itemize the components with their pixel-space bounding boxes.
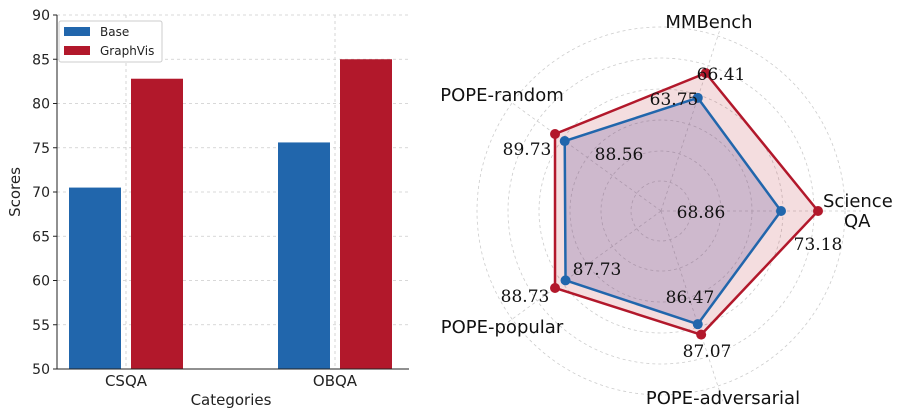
radar-point: [559, 136, 570, 147]
radar-axis-label: Science QA: [823, 191, 893, 232]
y-tick-label: 90: [32, 8, 50, 24]
legend-label: GraphVis: [100, 44, 154, 58]
radar-area: [564, 97, 781, 325]
radar-grid-ring: [476, 26, 846, 396]
radar-value-label: 87.73: [573, 260, 622, 280]
x-tick-label: CSQA: [105, 372, 148, 390]
radar-point: [560, 275, 571, 286]
y-tick-label: 85: [32, 52, 50, 68]
x-tick-label: OBQA: [313, 372, 358, 390]
y-axis-label: Scores: [6, 167, 24, 217]
y-tick-label: 65: [32, 229, 50, 245]
radar-point: [550, 282, 561, 293]
bar-base-csqa: [69, 187, 121, 369]
bar-graphvis-obqa: [340, 59, 392, 369]
radar-value-label: 86.47: [666, 288, 715, 308]
radar-point: [550, 129, 561, 140]
y-tick-label: 75: [32, 141, 50, 157]
bar-base-obqa: [278, 142, 330, 369]
radar-area: [555, 73, 818, 335]
radar-point: [776, 206, 786, 216]
legend: Base GraphVis: [58, 20, 163, 63]
legend-label: Base: [100, 25, 129, 39]
radar-value-label: 73.18: [794, 235, 843, 255]
radar-axis-label: MMBench: [665, 12, 752, 33]
radar-line: [563, 96, 783, 326]
y-tick-label: 50: [32, 362, 50, 378]
radar-point: [692, 92, 703, 103]
radar-value-label: 66.41: [697, 65, 746, 85]
radar-axis-label: POPE-popular: [441, 317, 564, 338]
radar-value-label: 87.07: [683, 342, 732, 362]
radar-point: [813, 206, 823, 216]
y-tick-label: 70: [32, 185, 50, 201]
radar-axis-label: POPE-adversarial: [646, 388, 800, 409]
radar-line: [553, 71, 820, 337]
radar-value-label: 63.75: [650, 90, 699, 110]
radar-value-label: 88.56: [595, 145, 644, 165]
radar-value-label: 89.73: [503, 140, 552, 160]
radar-axis-label-line: QA: [844, 211, 871, 232]
bar-graphvis-csqa: [131, 78, 183, 369]
legend-swatch: [64, 46, 90, 55]
y-tick-label: 80: [32, 97, 50, 113]
radar-point: [692, 319, 703, 330]
y-tick-label: 55: [32, 318, 50, 334]
radar-value-label: 68.86: [677, 203, 726, 223]
y-tick-label: 60: [32, 274, 50, 290]
radar-value-label: 88.73: [501, 287, 550, 307]
radar-point: [696, 329, 707, 340]
legend-swatch: [64, 27, 90, 36]
radar-point: [700, 68, 711, 79]
x-axis-label: Categories: [191, 391, 272, 409]
radar-axis-label-line: Science: [823, 191, 893, 212]
radar-axis-label: POPE-random: [440, 85, 564, 106]
